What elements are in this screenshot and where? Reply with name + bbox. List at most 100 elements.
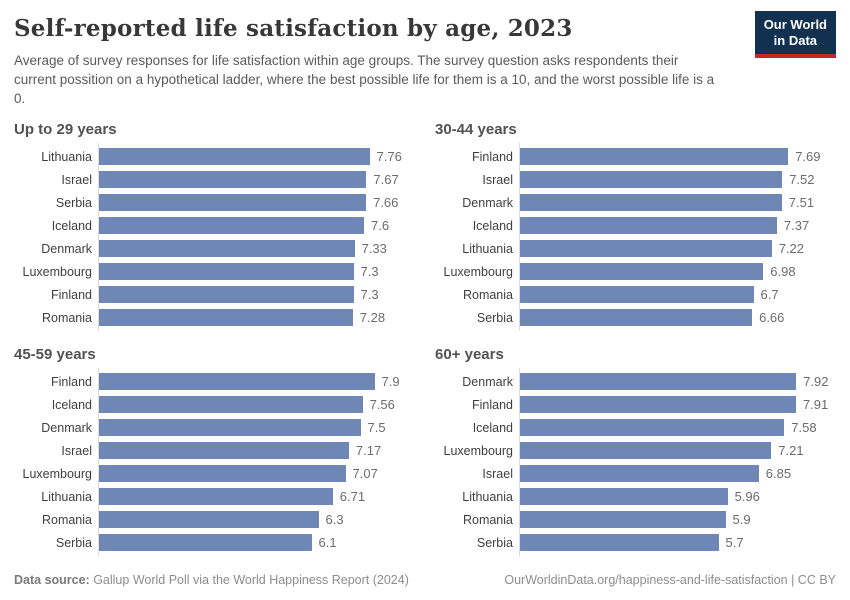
value-label: 7.21 [778,443,804,459]
bar-track: 7.92 [519,373,836,391]
value-label: 7.22 [778,241,804,257]
bar-row: Romania 7.28 [14,309,415,327]
bar-track: 7.69 [519,148,836,166]
value-bar [519,534,719,552]
bar-track: 7.66 [98,194,415,212]
bar-track: 7.56 [98,396,415,414]
chart-subtitle: Average of survey responses for life sat… [14,53,715,106]
bar-row: Iceland 7.58 [435,419,836,437]
bar-track: 6.7 [519,286,836,304]
bar-track: 7.67 [98,171,415,189]
bar-row: Israel 7.67 [14,171,415,189]
value-bar [519,465,759,483]
value-bar [519,286,754,304]
owid-logo-line2: in Data [773,33,818,48]
bar-row: Denmark 7.33 [14,240,415,258]
bar-track: 7.58 [519,419,836,437]
value-bar [98,396,363,414]
owid-logo-line1: Our World [763,17,827,32]
country-label: Lithuania [41,149,92,164]
value-bar [98,442,349,460]
country-label: Iceland [472,420,513,435]
bar-row: Finland 7.9 [14,373,415,391]
bar-track: 5.7 [519,534,836,552]
data-source-text: Gallup World Poll via the World Happines… [89,573,409,587]
country-label: Iceland [51,218,92,233]
bar-row: Lithuania 5.96 [435,488,836,506]
chart-footer: Data source: Gallup World Poll via the W… [14,573,836,587]
value-bar [519,488,728,506]
bar-row: Lithuania 7.76 [14,148,415,166]
bar-track: 6.71 [98,488,415,506]
value-label: 7.9 [381,374,400,390]
country-label: Denmark [41,241,92,256]
value-label: 7.33 [361,241,387,257]
bar-track: 6.98 [519,263,836,281]
bar-row: Iceland 7.37 [435,217,836,235]
bar-row: Luxembourg 7.07 [14,465,415,483]
bar-row: Finland 7.91 [435,396,836,414]
owid-logo: Our World in Data [754,11,836,58]
value-label: 7.3 [360,287,379,303]
country-label: Denmark [41,420,92,435]
bar-rows: Lithuania 7.76 Israel 7.67 Serbia 7.66 Iceland… [14,143,415,332]
value-label: 5.9 [732,512,751,528]
value-label: 6.3 [325,512,344,528]
value-bar [98,534,312,552]
bar-track: 7.9 [98,373,415,391]
bar-track: 6.3 [98,511,415,529]
bar-track: 7.6 [98,217,415,235]
country-label: Lithuania [462,241,513,256]
panels-grid: Up to 29 years Lithuania 7.76 Israel 7.67 Ser… [14,121,836,557]
bar-row: Serbia 7.66 [14,194,415,212]
bar-row: Serbia 5.7 [435,534,836,552]
value-bar [98,240,355,258]
value-label: 6.7 [760,287,779,303]
value-label: 6.98 [770,264,796,280]
bar-row: Finland 7.3 [14,286,415,304]
bar-track: 6.66 [519,309,836,327]
bar-row: Iceland 7.6 [14,217,415,235]
bar-track: 7.3 [98,286,415,304]
data-source-label: Data source: [14,573,90,587]
bar-row: Iceland 7.56 [14,396,415,414]
value-bar [98,488,333,506]
value-bar [98,286,354,304]
bar-track: 7.76 [98,148,415,166]
chart-url-link[interactable]: OurWorldinData.org/happiness-and-life-sa… [504,573,836,587]
value-label: 7.69 [795,149,821,165]
value-label: 7.07 [352,466,378,482]
country-label: Israel [482,466,513,481]
country-label: Romania [462,512,513,527]
value-bar [519,171,783,189]
bar-row: Luxembourg 6.98 [435,263,836,281]
chart-panel: 60+ years Denmark 7.92 Finland 7.91 Iceland 7.… [435,346,836,557]
country-label: Denmark [462,374,513,389]
chart-panel: 30-44 years Finland 7.69 Israel 7.52 Denmark 7… [435,121,836,332]
country-label: Iceland [51,397,92,412]
value-label: 7.5 [367,420,386,436]
country-label: Romania [462,287,513,302]
chart-title: Self-reported life satisfaction by age, … [14,15,573,42]
value-label: 6.71 [339,489,366,505]
country-label: Lithuania [41,489,92,504]
country-label: Finland [51,287,92,302]
country-label: Finland [51,374,92,389]
value-bar [519,217,777,235]
value-label: 7.66 [373,195,399,211]
bar-rows: Finland 7.69 Israel 7.52 Denmark 7.51 Iceland 7… [435,143,836,332]
country-label: Serbia [55,195,92,210]
value-bar [519,194,782,212]
country-label: Serbia [55,535,92,550]
panel-title: 30-44 years [435,121,517,139]
country-label: Serbia [476,310,513,325]
header-text: Self-reported life satisfaction by age, … [14,14,755,108]
value-bar [519,373,797,391]
bar-row: Israel 7.17 [14,442,415,460]
value-bar [98,511,319,529]
country-label: Finland [472,149,513,164]
bar-row: Serbia 6.1 [14,534,415,552]
country-label: Serbia [476,535,513,550]
value-bar [98,171,367,189]
bar-row: Israel 7.52 [435,171,836,189]
